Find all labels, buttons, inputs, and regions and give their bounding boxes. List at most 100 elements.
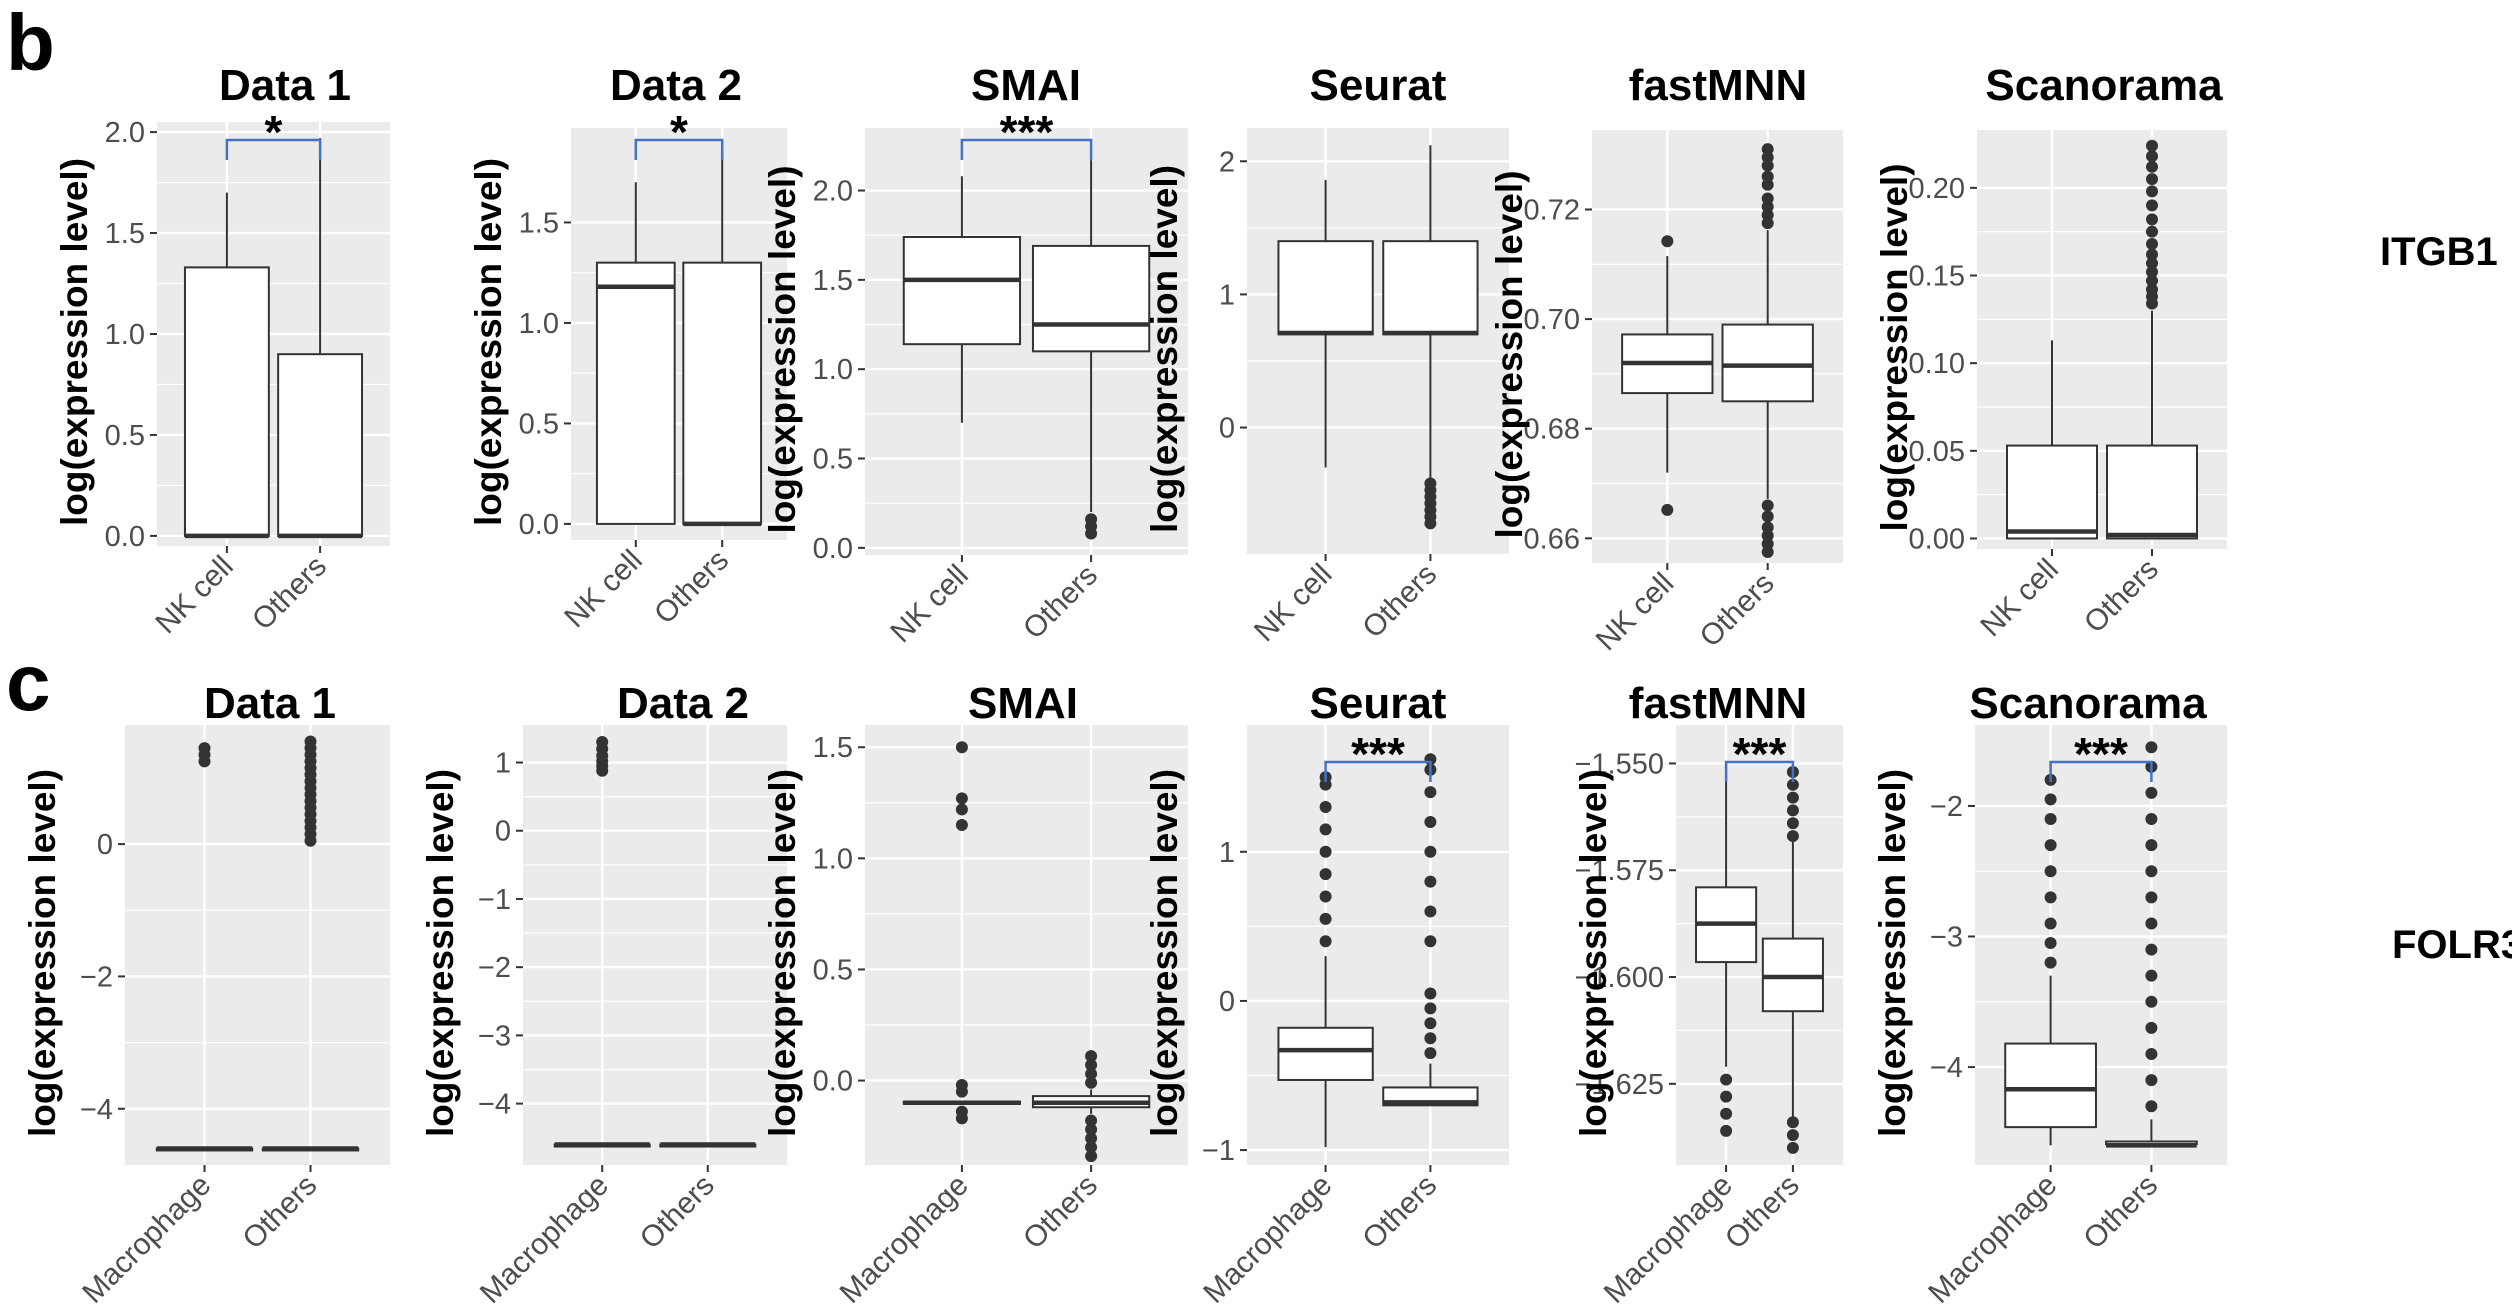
x-tick-label: Others <box>634 1169 721 1256</box>
outlier-point <box>2145 1021 2158 1034</box>
outlier-point <box>1319 801 1332 814</box>
significance-stars: *** <box>1733 728 1787 780</box>
box-others <box>2106 139 2198 540</box>
box-others <box>659 1142 757 1148</box>
outlier-point <box>1085 527 1098 540</box>
gene-label-folr3: FOLR3 <box>2392 923 2512 967</box>
significance-stars: *** <box>1000 106 1054 158</box>
box-macrophage <box>2004 773 2097 1146</box>
box-body <box>1031 244 1151 353</box>
y-tick-label: 0.0 <box>519 509 559 541</box>
outlier-point <box>2145 969 2158 982</box>
outlier-point <box>2146 283 2158 296</box>
x-tick-label: NK cell <box>884 559 975 650</box>
outlier-point <box>1424 1002 1437 1015</box>
box-others <box>1031 160 1151 540</box>
box-macrophage <box>1695 767 1758 1137</box>
outlier-point <box>2146 160 2158 173</box>
y-tick-label: −2 <box>478 952 511 984</box>
outlier-point <box>1761 217 1774 230</box>
plot-title: Scanorama <box>1985 61 2223 110</box>
outlier-point <box>1761 510 1774 523</box>
plot-scanorama-c: −4 −3 −2 Macrophage Others Scanorama log(expre… <box>1872 679 2227 1310</box>
y-tick-label: 0.72 <box>1524 194 1580 226</box>
x-tick-label: Others <box>1694 567 1781 654</box>
outlier-point <box>1424 1032 1437 1045</box>
y-axis-label: log(expression level) <box>1874 163 1915 531</box>
y-tick-label: 2 <box>1219 146 1235 178</box>
outlier-point <box>1085 1067 1098 1080</box>
outlier-point <box>2145 839 2158 852</box>
y-tick-label: 1.5 <box>105 218 145 250</box>
panel-background <box>1247 128 1509 554</box>
outlier-point <box>1786 1141 1799 1154</box>
y-tick-label: 0 <box>1219 986 1235 1018</box>
outlier-point <box>2044 956 2057 969</box>
outlier-point <box>2146 225 2158 238</box>
x-tick-label: Macrophage <box>1922 1169 2063 1310</box>
outlier-point <box>2146 266 2158 279</box>
box-macrophage <box>553 736 651 1148</box>
outlier-point <box>1786 791 1799 804</box>
box-body <box>902 235 1022 346</box>
outlier-point <box>2145 1074 2158 1087</box>
y-tick-label: 0.15 <box>1909 261 1965 293</box>
box-others <box>2105 741 2198 1148</box>
outlier-point <box>1761 170 1774 183</box>
y-tick-label: −4 <box>80 1094 113 1126</box>
y-tick-label: 0 <box>1219 413 1235 445</box>
box-others <box>1031 1050 1151 1163</box>
x-tick-label: Others <box>1017 559 1104 646</box>
box-body <box>1382 240 1479 336</box>
outlier-point <box>2044 917 2057 930</box>
significance-stars: *** <box>1351 728 1405 780</box>
outlier-point <box>1319 845 1332 858</box>
outlier-point <box>1761 159 1774 172</box>
box-nk-cell <box>183 192 270 539</box>
panel-background <box>125 725 390 1165</box>
outlier-point <box>1786 804 1799 817</box>
plot-data-1-c: −4 −2 0 Macrophage Others Data 1 log(expressio… <box>22 679 390 1310</box>
y-tick-label: −1.575 <box>1574 855 1664 887</box>
x-tick-label: Macrophage <box>474 1169 615 1310</box>
significance-bracket <box>225 138 322 160</box>
outlier-point <box>1085 1150 1098 1163</box>
y-axis-label: log(expression level) <box>1489 170 1530 538</box>
y-tick-label: 0.66 <box>1524 523 1580 555</box>
outlier-point <box>955 792 968 805</box>
outlier-point <box>2044 839 2057 852</box>
y-tick-label: 2.0 <box>105 117 145 149</box>
outlier-point <box>1786 1116 1799 1129</box>
box-macrophage <box>902 741 1022 1125</box>
y-axis-label: log(expression level) <box>762 769 803 1137</box>
outlier-point <box>2145 813 2158 826</box>
x-tick-label: NK cell <box>558 544 649 635</box>
x-tick-label: Others <box>2078 553 2165 640</box>
y-axis-label: log(expression level) <box>762 165 803 533</box>
panel-background <box>523 725 787 1165</box>
box-body <box>2106 444 2198 540</box>
significance-stars: * <box>670 106 688 158</box>
outlier-point <box>1424 845 1437 858</box>
outlier-point <box>1319 823 1332 836</box>
outlier-point <box>1085 1114 1098 1127</box>
x-tick-label: Others <box>246 550 333 637</box>
outlier-point <box>198 742 211 755</box>
y-tick-label: −1.600 <box>1574 962 1664 994</box>
y-tick-label: 2.0 <box>813 176 853 208</box>
outlier-point <box>1761 546 1774 559</box>
box-body <box>183 266 270 537</box>
y-tick-label: 0 <box>495 816 511 848</box>
x-tick-label: Others <box>648 544 735 631</box>
plot-title: Data 1 <box>219 61 351 110</box>
outlier-point <box>1720 1090 1733 1103</box>
outlier-point <box>1424 905 1437 918</box>
y-tick-label: −2 <box>1930 791 1963 823</box>
plot-title: Seurat <box>1310 679 1447 728</box>
outlier-point <box>1319 890 1332 903</box>
plot-title: fastMNN <box>1629 61 1807 110</box>
plot-data-2-c: −4 −3 −2 −1 0 1 Macrophage Others Data 2 log(expr… <box>420 679 787 1310</box>
outlier-point <box>2146 185 2158 198</box>
